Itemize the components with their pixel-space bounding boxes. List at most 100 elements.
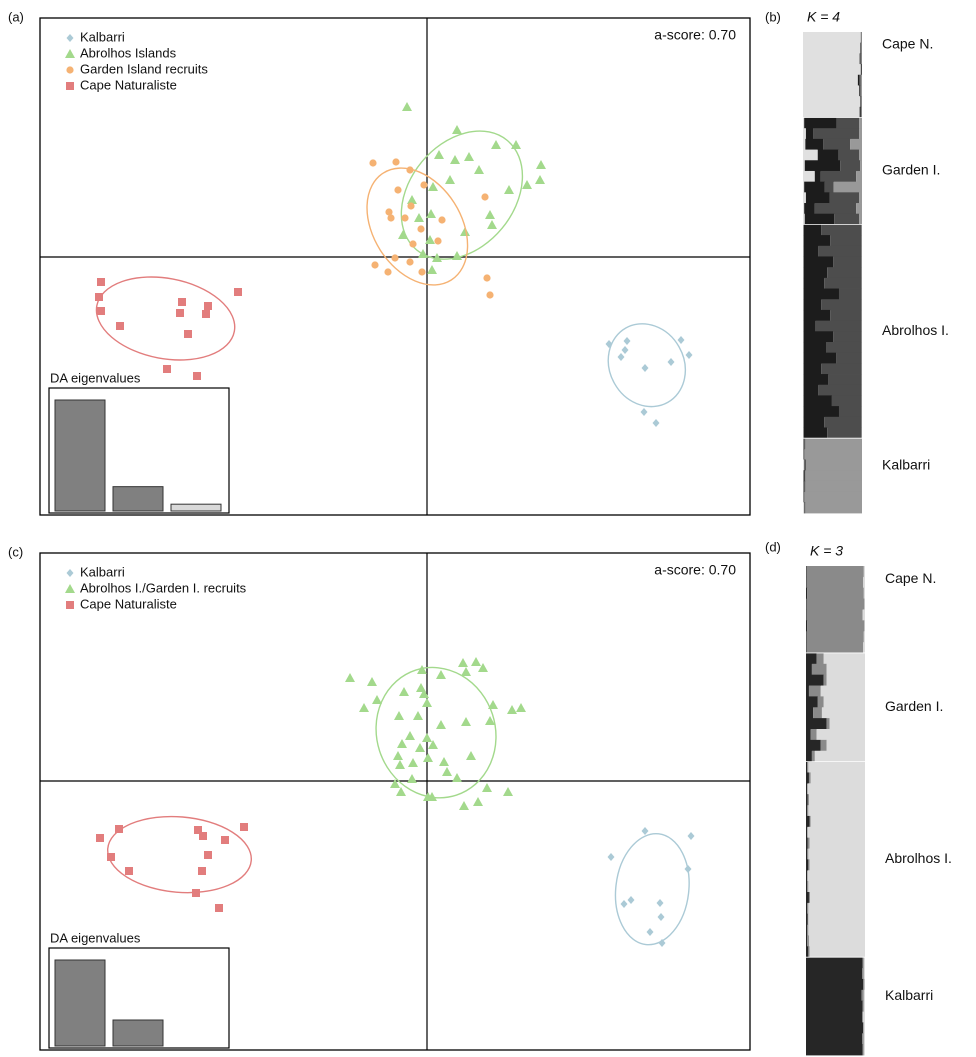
ancestry-segment: [803, 96, 861, 108]
ancestry-segment: [859, 85, 860, 97]
point: [392, 158, 400, 166]
ancestry-segment: [863, 1044, 865, 1056]
ancestry-segment: [861, 256, 862, 268]
ancestry-segment: [807, 870, 808, 882]
ancestry-segment: [803, 277, 804, 289]
ancestry-segment: [803, 192, 806, 204]
ancestry-segment: [806, 631, 807, 643]
point: [452, 251, 462, 260]
ancestry-segment: [810, 729, 817, 741]
ancestry-segment: [860, 42, 862, 54]
ancestry-segment: [806, 576, 864, 589]
ancestry-segment: [861, 427, 862, 439]
point: [482, 783, 492, 792]
ancestry-segment: [813, 128, 860, 140]
ancestry-segment: [823, 652, 865, 665]
point: [107, 853, 115, 861]
ancestry-segment: [861, 96, 862, 108]
ancestry-segment: [863, 576, 865, 589]
ancestry-segment: [860, 85, 862, 97]
legend-label: Kalbarri: [80, 29, 125, 44]
ancestry-segment: [803, 299, 822, 311]
ancestry-segment: [804, 213, 835, 225]
ancestry-segment: [863, 978, 865, 991]
ancestry-segment: [806, 1011, 863, 1023]
point: [461, 667, 471, 676]
ancestry-segment: [805, 138, 824, 150]
ancestry-segment: [821, 363, 862, 375]
ancestry-segment: [807, 902, 809, 915]
ancestry-segment: [806, 598, 865, 610]
point: [434, 237, 442, 245]
point: [399, 687, 409, 696]
eigenvalue-bar: [170, 503, 222, 512]
ancestry-segment: [861, 352, 862, 364]
ancestry-segment: [804, 491, 805, 503]
ancestry-segment: [862, 1000, 864, 1012]
ancestry-segment: [805, 438, 862, 450]
ancestry-segment: [803, 352, 804, 364]
ancestry-segment: [821, 707, 865, 719]
ancestry-segment: [824, 416, 862, 428]
ancestry-segment: [861, 384, 862, 396]
point: [428, 740, 438, 749]
legend-marker: [66, 66, 74, 74]
point: [656, 899, 664, 907]
ancestry-segment: [804, 480, 806, 493]
point: [234, 288, 242, 296]
ancestry-segment: [803, 224, 822, 236]
ancestry-segment: [816, 652, 824, 665]
point: [623, 337, 631, 345]
legend-marker: [65, 49, 75, 58]
a-score: a-score: 0.70: [654, 562, 736, 578]
ancestry-segment: [806, 815, 810, 828]
point: [384, 268, 392, 276]
inset-title: DA eigenvalues: [50, 370, 141, 385]
k-title: K = 3: [810, 543, 843, 559]
inertia-ellipse: [614, 833, 690, 946]
ancestry-segment: [814, 750, 865, 762]
ancestry-segment: [814, 170, 821, 183]
ancestry-segment: [826, 341, 862, 354]
point: [488, 700, 498, 709]
ancestry-segment: [803, 267, 828, 279]
ancestry-segment: [803, 53, 860, 65]
point: [413, 711, 423, 720]
ancestry-segment: [803, 117, 805, 129]
ancestry-segment: [809, 815, 811, 828]
ancestry-segment: [806, 566, 807, 578]
ancestry-segment: [805, 502, 862, 514]
ancestry-segment: [806, 631, 864, 643]
ancestry-segment: [821, 224, 862, 236]
ancestry-segment: [809, 859, 865, 871]
ancestry-segment: [803, 374, 804, 386]
point: [391, 254, 399, 262]
ancestry-segment: [829, 192, 860, 204]
ancestry-segment: [861, 299, 862, 311]
ancestry-segment: [803, 320, 816, 332]
eigenvalue-bar: [54, 399, 106, 512]
point: [418, 268, 426, 276]
point: [417, 665, 427, 674]
ancestry-segment: [806, 707, 814, 719]
point: [221, 836, 229, 844]
ancestry-segment: [811, 663, 827, 676]
ancestry-segment: [806, 598, 807, 610]
point: [398, 230, 408, 239]
inertia-ellipse: [607, 323, 687, 408]
point: [427, 265, 437, 274]
point: [677, 336, 685, 344]
ancestry-segment: [823, 696, 865, 708]
ancestry-segment: [803, 309, 831, 321]
inertia-ellipse: [366, 167, 469, 286]
ancestry-segment: [806, 1022, 864, 1034]
ancestry-segment: [806, 685, 809, 697]
inertia-ellipse: [106, 815, 253, 894]
ancestry-segment: [863, 642, 865, 654]
ancestry-segment: [860, 96, 862, 108]
point: [684, 865, 692, 873]
ancestry-segment: [806, 761, 808, 773]
ancestry-segment: [806, 772, 809, 784]
ancestry-segment: [808, 859, 810, 871]
point: [471, 657, 481, 666]
